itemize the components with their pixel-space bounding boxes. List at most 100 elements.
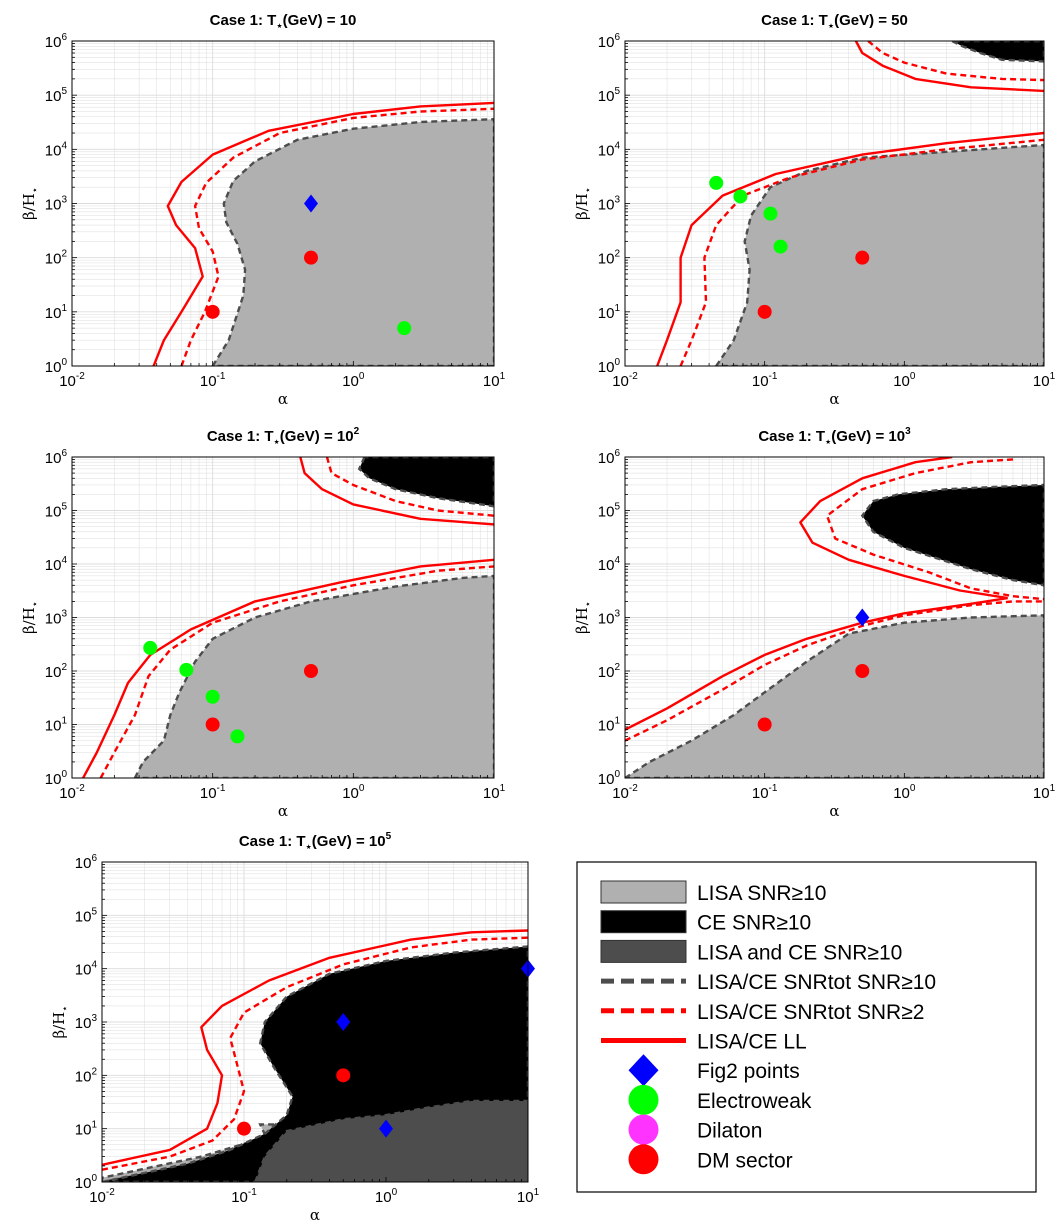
snrtot2-contour [867,41,1044,82]
legend-swatch [600,939,687,963]
snrtot10-contour [860,483,1044,587]
legend-label: LISA and CE SNR≥10 [697,941,902,964]
ll-contour [152,101,494,366]
y-tick-label: 103 [75,1013,98,1032]
y-tick-label: 102 [598,249,621,268]
y-tick-label: 101 [75,1120,98,1139]
y-tick-label: 100 [75,1173,98,1192]
x-axis-label: α [829,390,839,408]
legend-circle-marker [628,1084,659,1115]
legend-label: CE SNR≥10 [697,912,811,935]
y-tick-label: 106 [75,853,98,872]
x-axis-label: α [829,802,839,820]
x-axis-label: α [310,1206,320,1224]
y-tick-label: 106 [45,448,68,467]
y-tick-label: 105 [598,86,621,105]
ll-contour [299,457,494,526]
x-tick-label: 10-1 [231,1187,257,1206]
snrtot10-contour [625,614,1044,778]
data-point-circle [303,250,318,265]
legend-label: LISA SNR≥10 [697,882,826,905]
x-tick-label: 101 [1033,371,1056,390]
y-tick-label: 103 [45,609,68,628]
x-tick-label: 100 [342,783,365,802]
y-tick-label: 104 [45,140,68,159]
x-tick-label: 101 [483,371,506,390]
x-tick-label: 10-1 [752,371,778,390]
region-0 [212,119,494,366]
data-point-circle [773,239,788,254]
ticks [624,43,1039,367]
ll-contour [102,929,528,1166]
snrtot10-contour [357,457,494,508]
chart-panel: 10-2 10-1 100 101 100 101 102 103 104 105 106 α β/H⋆… [20,12,506,408]
ll-contour [625,596,1008,731]
data-point-circle [397,321,412,336]
x-tick-label: 100 [342,371,365,390]
legend-label: LISA/CE LL [697,1031,807,1054]
x-axis-label: α [278,802,288,820]
data-point-circle [757,717,772,732]
ticks [71,43,488,367]
snrtot2-contour [102,936,528,1171]
chart-title: Case 1: T⋆(GeV) = 103 [758,426,911,448]
y-tick-label: 101 [598,716,621,735]
legend-label: Dilaton [697,1120,762,1143]
y-tick-label: 103 [598,195,621,214]
legend-label: DM sector [697,1149,793,1172]
x-tick-label: 101 [483,783,506,802]
legend-circle-marker [628,1114,659,1145]
region-0 [625,615,1044,778]
ll-contour [854,41,1044,93]
data-point-circle [763,206,778,221]
data-point-circle [237,1121,251,1136]
data-point-circle [303,664,318,678]
y-axis-label: β/H⋆ [50,1005,71,1038]
y-tick-label: 103 [598,609,621,628]
y-tick-label: 100 [45,769,68,788]
legend-label: LISA/CE SNRtot SNR≥10 [697,971,936,994]
ll-contour [82,558,494,778]
region-0 [716,145,1044,366]
snrtot10-contour [133,574,494,778]
legend-circle-marker [628,1144,659,1175]
data-point-circle [205,717,220,732]
x-axis-label: α [278,390,288,408]
data-point-diamond [855,608,870,627]
data-point-diamond [379,1119,393,1138]
x-tick-label: 10-2 [59,783,85,802]
legend-label: Fig2 points [697,1060,800,1083]
y-tick-label: 102 [598,662,621,681]
y-axis-label: β/H⋆ [20,601,41,634]
data-point-circle [733,189,748,204]
snrtot10-contour [714,143,1044,366]
y-tick-label: 101 [45,716,68,735]
data-point-circle [855,250,870,265]
legend-swatch [600,910,687,934]
legend-label: LISA/CE SNRtot SNR≥2 [697,1001,924,1024]
x-tick-label: 100 [375,1187,398,1206]
y-tick-label: 104 [598,140,621,159]
chart-panel: 10-2 10-1 100 101 100 101 102 103 104 105 106 α β/H⋆… [20,426,506,820]
legend: LISA SNR≥10 CE SNR≥10 LISA and CE SNR≥10 LI… [576,861,1037,1193]
y-tick-label: 100 [598,357,621,376]
y-tick-label: 105 [598,502,621,521]
snrtot2-contour [825,458,1044,601]
data-point-diamond [336,1013,351,1031]
chart-panel: 10-2 10-1 100 101 100 101 102 103 104 105 106 α β/H⋆… [573,426,1056,820]
data-point-circle [179,662,194,677]
legend-swatch [600,880,687,904]
y-tick-label: 102 [45,662,68,681]
snrtot2-contour [99,565,494,778]
y-tick-label: 106 [598,32,621,51]
legend-diamond-marker [628,1054,659,1087]
snrtot10-contour [102,945,528,1182]
y-axis-label: β/H⋆ [573,601,594,634]
ll-contour [656,131,1044,366]
data-point-circle [230,729,245,744]
snrtot2-contour [625,600,1044,742]
snrtot10-contour [951,41,1044,63]
chart-title: Case 1: T⋆(GeV) = 102 [207,426,360,448]
y-tick-label: 104 [75,960,98,979]
x-tick-label: 101 [1033,783,1056,802]
